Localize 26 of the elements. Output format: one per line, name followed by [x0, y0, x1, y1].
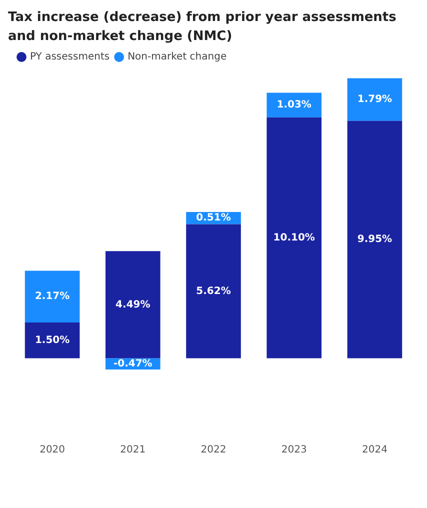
data-label: -0.47% — [113, 358, 152, 370]
x-tick-label: 2020 — [40, 444, 66, 456]
data-label: 4.49% — [116, 299, 150, 310]
data-label: 10.10% — [273, 232, 315, 244]
legend-label: Non-market change — [128, 52, 227, 63]
x-tick-label: 2024 — [362, 444, 388, 456]
data-label: 0.51% — [196, 212, 231, 224]
x-tick-label: 2023 — [281, 444, 307, 456]
bar — [266, 92, 322, 118]
bar — [105, 251, 160, 358]
data-label: 1.03% — [276, 100, 312, 111]
data-label: 9.95% — [357, 234, 392, 246]
chart-title: Tax increase (decrease) from prior year assessments and non-market change (NMC) — [8, 9, 398, 46]
x-tick-label: 2021 — [120, 444, 146, 456]
data-label: 1.79% — [357, 94, 392, 106]
bar — [24, 270, 80, 322]
data-label: 5.62% — [196, 286, 231, 297]
bar — [347, 78, 402, 121]
legend-label: PY assessments — [30, 52, 110, 63]
data-label: 2.17% — [34, 291, 70, 302]
bar — [24, 322, 80, 358]
bar — [347, 120, 402, 358]
x-tick-label: 2022 — [200, 444, 226, 456]
bar — [266, 117, 322, 358]
bar — [186, 224, 241, 358]
data-label: 1.50% — [34, 334, 70, 346]
